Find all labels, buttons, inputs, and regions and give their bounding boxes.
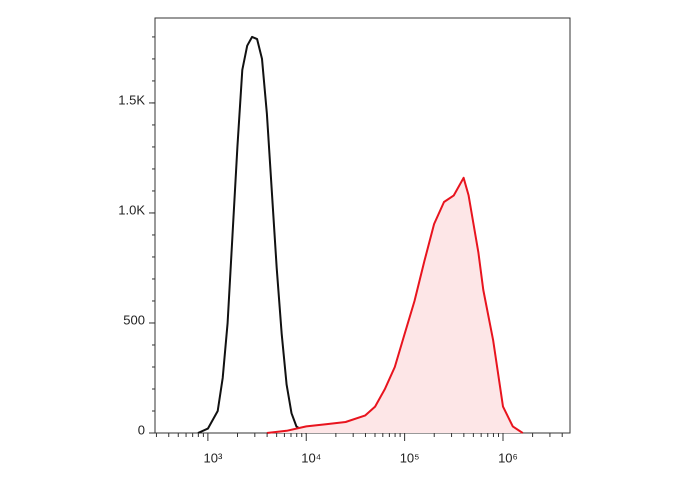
x-tick-label: 10⁶ <box>498 450 518 465</box>
y-tick-label: 1.0K <box>118 202 145 217</box>
series-line <box>197 35 307 434</box>
y-tick-label: 500 <box>123 312 145 327</box>
series-line <box>266 176 524 434</box>
plot-frame <box>154 17 571 434</box>
series-area <box>266 177 523 433</box>
y-tick-label: 0 <box>138 422 145 437</box>
x-tick-label: 10³ <box>203 450 222 465</box>
y-tick-label: 1.5K <box>118 92 145 107</box>
x-tick-label: 10⁵ <box>400 450 420 465</box>
x-tick-label: 10⁴ <box>301 450 321 465</box>
